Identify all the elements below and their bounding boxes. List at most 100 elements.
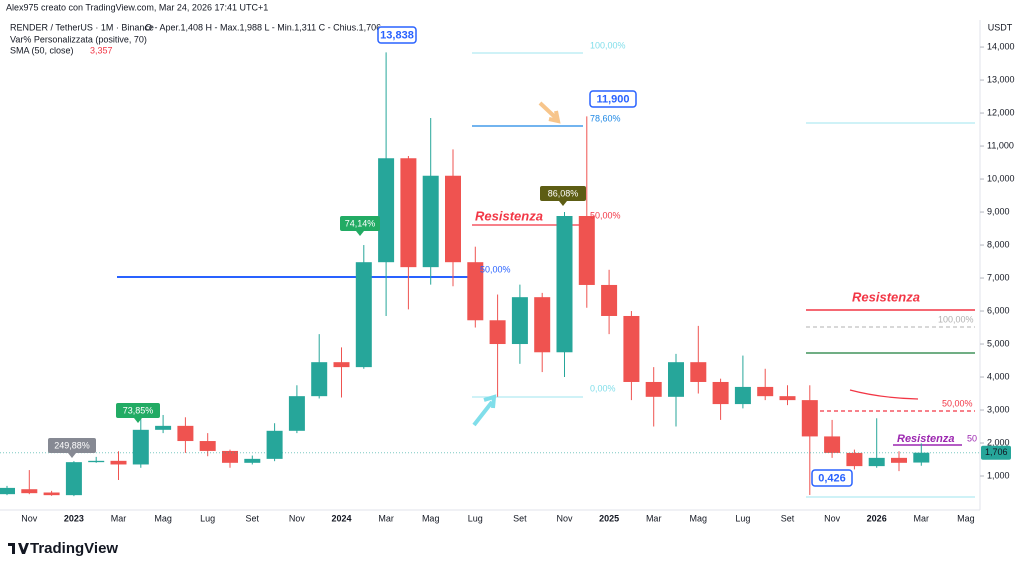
y-tick-label: 10,000 (987, 173, 1015, 183)
candle-body (868, 457, 885, 467)
candle-body (757, 386, 774, 397)
x-tick-label: 2026 (867, 513, 887, 523)
percent-badge (340, 216, 380, 231)
y-tick-label: 4,000 (987, 371, 1010, 381)
x-tick-label: Mag (957, 513, 975, 523)
percent-badge-text: 74,14% (345, 218, 376, 228)
y-tick-label: 13,000 (987, 74, 1015, 84)
x-tick-label: Lug (200, 513, 215, 523)
x-tick-label: Lug (468, 513, 483, 523)
candle-body (266, 430, 283, 459)
x-tick-label: Mag (690, 513, 708, 523)
x-tick-label: 2023 (64, 513, 84, 523)
candle-body (21, 489, 38, 494)
fib-label: 0,00% (590, 383, 616, 393)
x-tick-label: Mag (422, 513, 440, 523)
fib-label: 78,60% (590, 113, 621, 123)
candle-body (422, 175, 439, 268)
percent-badge-text: 73,85% (123, 405, 154, 415)
candle-body (846, 452, 863, 467)
x-tick-label: Mar (914, 513, 930, 523)
x-tick-label: Mar (111, 513, 127, 523)
fib-label: 100,00% (590, 40, 626, 50)
candle-body (0, 487, 15, 495)
candle-body (534, 297, 551, 353)
candle-body (378, 158, 395, 263)
candle-body (690, 362, 707, 382)
last-price-label: 1,706 (985, 447, 1008, 457)
fib-label: 50 (967, 433, 977, 443)
price-callout (811, 469, 853, 487)
y-tick-label: 11,000 (987, 140, 1014, 150)
x-tick-label: Set (781, 513, 795, 523)
candle-body (355, 262, 372, 368)
candle-body (801, 400, 818, 437)
resistance-label: Resistenza (897, 433, 954, 445)
credit: Alex975 creato con TradingView.com, Mar … (6, 2, 268, 12)
candle-body (891, 457, 907, 463)
y-tick-label: 1,000 (987, 470, 1010, 480)
symbol: RENDER / TetherUS · 1M · Binance (10, 22, 154, 32)
x-tick-label: Mar (646, 513, 662, 523)
logo: TradingView (30, 540, 118, 557)
candle-body (779, 396, 796, 401)
percent-badge-pointer (559, 201, 567, 206)
x-tick-label: Nov (556, 513, 573, 523)
candle-body (400, 158, 417, 268)
price-callout-text: 11,900 (596, 93, 629, 105)
y-tick-label: 8,000 (987, 239, 1010, 249)
candle-body (288, 396, 305, 431)
candle-body (199, 441, 216, 451)
percent-badge (540, 186, 586, 201)
candle-body (645, 381, 662, 397)
candle-body (65, 462, 82, 496)
candle-body (155, 425, 172, 430)
y-tick-label: 12,000 (987, 107, 1015, 117)
percent-badge-text: 249,88% (54, 440, 90, 450)
x-tick-label: Mar (378, 513, 394, 523)
percent-badge (116, 403, 160, 418)
candle-body (222, 450, 238, 463)
drawings (117, 52, 975, 498)
y-tick-label: 6,000 (987, 305, 1010, 315)
candle-body (712, 381, 729, 405)
x-tick-label: Set (513, 513, 527, 523)
x-tick-label: Mag (154, 513, 172, 523)
candle-body (623, 315, 640, 382)
price-callout-text: 13,838 (380, 29, 414, 41)
percent-badge-pointer (356, 231, 364, 236)
candle-body (88, 460, 105, 463)
x-tick-label: Nov (824, 513, 841, 523)
indicator: Var% Personalizzata (positive, 70) (10, 34, 147, 44)
candle-body (511, 297, 528, 345)
resistance-label: Resistenza (852, 289, 920, 304)
candle-body (43, 492, 60, 496)
price-callout-text: 0,426 (818, 472, 846, 484)
resistance-label: Resistenza (475, 208, 543, 223)
percent-badge-text: 86,08% (548, 188, 579, 198)
candle-body (132, 429, 149, 465)
percent-badge-pointer (68, 453, 76, 458)
candle-body (311, 362, 328, 397)
candle-body (489, 320, 506, 345)
x-tick-label: Set (246, 513, 260, 523)
percent-badge-pointer (134, 418, 142, 423)
candle-body (734, 386, 751, 405)
last-price-box (981, 445, 1011, 460)
x-tick-label: Nov (289, 513, 306, 523)
ohlc: O - Aper.1,408 H - Max.1,988 L - Min.1,3… (145, 22, 381, 32)
y-tick-label: 2,000 (987, 437, 1010, 447)
candle-body (668, 362, 684, 397)
logo-icon (8, 543, 29, 554)
x-tick-label: 2025 (599, 513, 619, 523)
fib-label: 50,00% (942, 398, 973, 408)
y-tick-label: 14,000 (987, 41, 1015, 51)
candle-body (244, 458, 261, 463)
x-tick-label: Lug (735, 513, 750, 523)
candle-body (110, 460, 127, 465)
fib-label: 50,00% (480, 264, 511, 274)
candle-body (177, 425, 194, 442)
candle-body (556, 216, 573, 353)
